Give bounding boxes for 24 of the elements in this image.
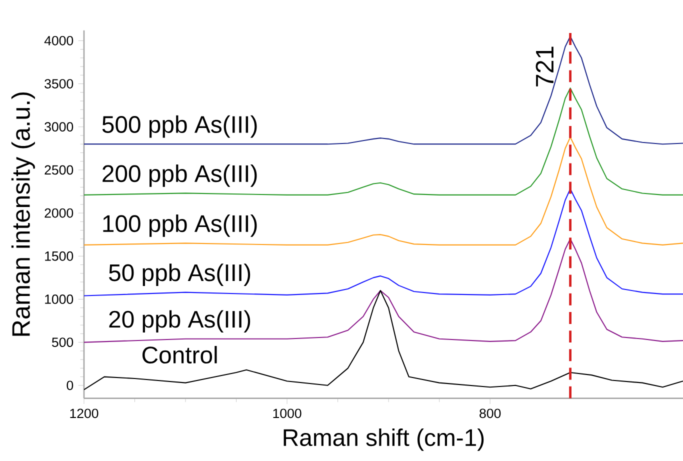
x-tick-label: 1000 (273, 408, 302, 418)
y-tick-label: 1000 (45, 294, 74, 304)
y-tick-label: 4000 (44, 36, 74, 46)
line-series (84, 188, 683, 296)
y-tick-label: 1500 (45, 251, 74, 261)
series-label: 50 ppb As(III) (109, 264, 250, 286)
series-label: 200 ppb As(III) (102, 164, 257, 187)
y-tick-label: 0 (66, 380, 74, 390)
ref-line-label: 721 (536, 46, 554, 86)
x-tick-label: 1200 (70, 408, 98, 418)
series-label: 100 ppb As(III) (103, 214, 257, 237)
y-tick-label: 3000 (44, 122, 74, 132)
line-series (84, 238, 683, 343)
y-tick-label: 2000 (44, 208, 74, 218)
y-axis-title: Raman intensity (a.u.) (11, 92, 35, 336)
series-label: 20 ppb As(III) (109, 310, 250, 332)
line-series (84, 290, 683, 390)
y-tick-label: 3500 (44, 79, 74, 88)
y-tick-label: 500 (52, 338, 74, 348)
series-label: 500 ppb As(III) (102, 115, 257, 138)
x-tick-label: 800 (480, 408, 501, 418)
x-axis-title: Raman shift (cm-1) (284, 428, 484, 451)
series-label: Control (142, 346, 217, 364)
y-tick-label: 2500 (44, 165, 74, 175)
